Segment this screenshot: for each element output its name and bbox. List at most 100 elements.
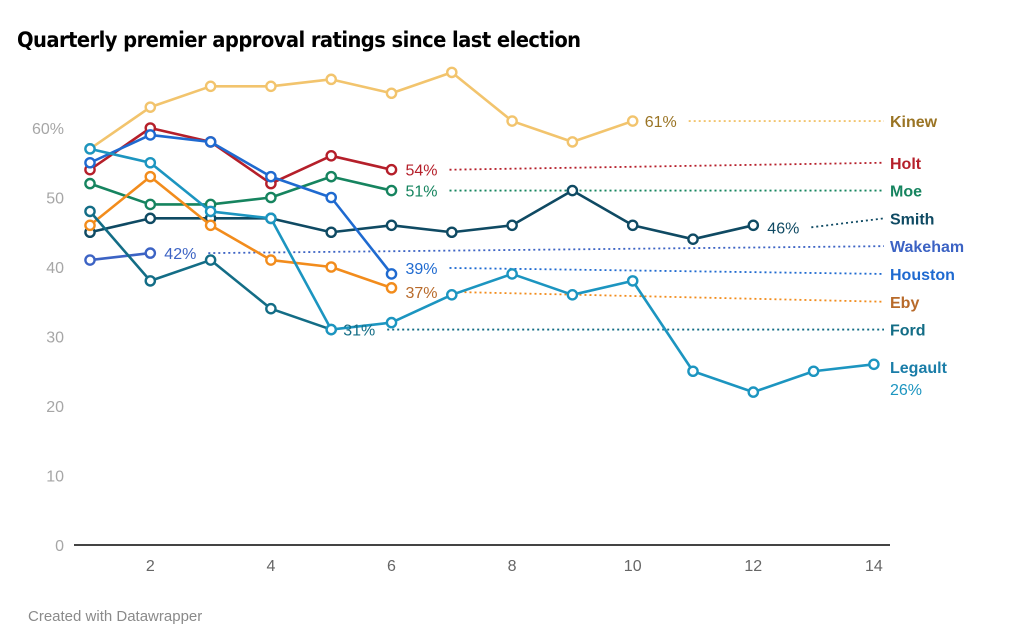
series-kinew <box>84 66 639 155</box>
data-point <box>144 156 157 169</box>
data-point <box>687 233 699 245</box>
data-point <box>325 149 338 162</box>
data-point <box>204 219 217 232</box>
data-point <box>204 254 217 266</box>
name-label-eby: Eby <box>890 295 919 312</box>
data-point <box>506 115 518 127</box>
data-point <box>747 219 760 232</box>
series-wakeham <box>84 247 157 266</box>
data-point <box>325 73 338 86</box>
data-point <box>144 275 157 287</box>
series-eby <box>84 170 398 294</box>
data-point <box>385 184 398 197</box>
connector-wakeham <box>208 245 885 254</box>
data-point <box>566 288 579 301</box>
name-label-smith: Smith <box>890 211 934 228</box>
data-point <box>204 205 217 218</box>
series-line <box>89 147 875 394</box>
label-connectors <box>208 120 885 331</box>
x-tick-label: 14 <box>865 558 883 575</box>
value-label-wakeham: 42% <box>164 246 196 263</box>
data-point <box>265 80 277 93</box>
name-label-houston: Houston <box>890 267 955 284</box>
data-point <box>144 247 157 259</box>
data-point <box>265 302 277 315</box>
data-point <box>566 136 579 148</box>
data-point <box>506 219 518 232</box>
name-label-legault: Legault <box>890 360 948 377</box>
data-point <box>385 163 398 176</box>
value-label-kinew: 61% <box>645 114 677 131</box>
data-point <box>385 87 398 100</box>
x-tick-label: 6 <box>387 558 396 575</box>
y-axis: 0 10 20 30 40 50 60% <box>32 121 64 555</box>
series-line <box>89 126 392 185</box>
data-point <box>747 386 760 398</box>
x-tick-label: 12 <box>744 558 762 575</box>
connector-smith <box>811 217 885 229</box>
name-label-holt: Holt <box>890 156 922 173</box>
series-line <box>89 175 392 290</box>
chart-title: Quarterly premier approval ratings since… <box>17 28 581 52</box>
data-point <box>144 101 157 113</box>
y-tick-label: 0 <box>55 538 64 555</box>
series-legault <box>84 143 880 398</box>
data-point <box>687 365 699 378</box>
x-tick-label: 4 <box>266 558 275 575</box>
data-point <box>204 80 217 93</box>
connector-holt <box>449 161 885 171</box>
value-label-holt: 54% <box>406 163 438 180</box>
data-point <box>144 129 157 141</box>
name-label-wakeham: Wakeham <box>890 239 964 256</box>
data-point <box>385 219 398 232</box>
value-label-eby: 37% <box>406 285 438 302</box>
data-point <box>265 254 277 266</box>
data-point <box>325 323 338 336</box>
data-point <box>84 254 96 266</box>
data-point <box>325 170 338 183</box>
data-point <box>84 219 96 232</box>
data-point <box>385 268 398 280</box>
name-label-moe: Moe <box>890 184 922 201</box>
y-tick-label: 40 <box>46 260 64 277</box>
value-label-moe: 51% <box>406 184 438 201</box>
data-point <box>265 212 277 225</box>
data-point <box>84 177 96 190</box>
data-point <box>445 288 458 301</box>
y-tick-label: 50 <box>46 191 64 208</box>
data-point <box>144 212 157 225</box>
data-point <box>868 358 880 371</box>
data-point <box>84 143 96 155</box>
data-point <box>566 184 579 197</box>
y-tick-label: 20 <box>46 399 64 416</box>
data-point <box>445 66 458 79</box>
y-tick-label: 10 <box>46 469 64 486</box>
data-point <box>204 136 217 148</box>
series-lines <box>84 66 880 398</box>
name-label-kinew: Kinew <box>890 114 938 131</box>
y-tick-label: 30 <box>46 330 64 347</box>
value-label-ford: 31% <box>343 323 375 340</box>
connector-eby <box>449 290 885 303</box>
x-tick-label: 2 <box>146 558 155 575</box>
y-tick-label: 60% <box>32 121 64 138</box>
data-point <box>144 170 157 183</box>
data-point <box>265 170 277 183</box>
x-tick-label: 10 <box>624 558 642 575</box>
series-labels: 61% Kinew 54% Holt 51% Moe 46% Smith 42% Wakeham 3… <box>164 114 964 399</box>
data-point <box>385 282 398 294</box>
data-point <box>445 226 458 239</box>
series-line <box>89 71 634 150</box>
data-point <box>84 205 96 218</box>
data-point <box>265 191 277 204</box>
data-point <box>84 156 96 169</box>
data-point <box>144 198 157 211</box>
data-point <box>325 261 338 273</box>
series-houston <box>84 129 398 280</box>
footer-credit: Created with Datawrapper <box>28 608 203 625</box>
series-line <box>89 133 393 275</box>
series-line <box>89 175 392 206</box>
data-point <box>626 115 639 127</box>
value-label-houston: 39% <box>406 261 438 278</box>
